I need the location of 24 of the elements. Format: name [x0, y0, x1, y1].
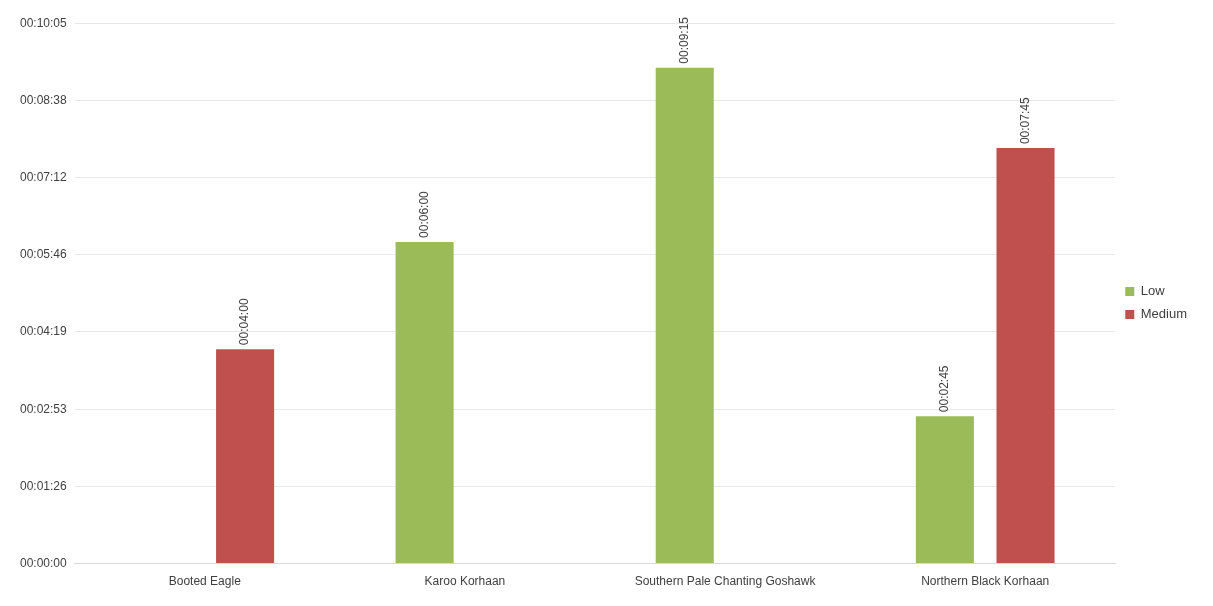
- x-tick-label: Karoo Korhaan: [424, 574, 506, 589]
- data-label: 00:06:00: [416, 190, 431, 238]
- data-label: 00:02:45: [937, 365, 952, 413]
- y-tick-label: 00:07:12: [19, 169, 68, 184]
- y-tick-label: 00:10:05: [19, 15, 68, 30]
- y-tick-label: 00:01:26: [19, 478, 68, 493]
- y-tick-label: 00:04:19: [19, 324, 68, 339]
- bar: [996, 148, 1055, 564]
- y-tick-label: 00:02:53: [19, 401, 68, 416]
- y-tick-label: 00:08:38: [19, 92, 68, 107]
- data-label: 00:09:15: [677, 16, 692, 64]
- legend-label: Medium: [1140, 306, 1188, 322]
- y-tick-label: 00:00:00: [19, 555, 68, 570]
- bar: [915, 416, 974, 564]
- legend-label: Low: [1140, 283, 1166, 299]
- bar: [655, 67, 714, 564]
- data-label: 00:04:00: [237, 298, 252, 346]
- x-tick-label: Booted Eagle: [168, 574, 242, 589]
- x-tick-label: Southern Pale Chanting Goshawk: [634, 574, 817, 589]
- bar: [216, 349, 275, 564]
- x-tick-label: Northern Black Korhaan: [921, 574, 1050, 589]
- y-tick-label: 00:05:46: [19, 247, 68, 262]
- data-label: 00:07:45: [1017, 97, 1032, 145]
- bar: [395, 241, 454, 564]
